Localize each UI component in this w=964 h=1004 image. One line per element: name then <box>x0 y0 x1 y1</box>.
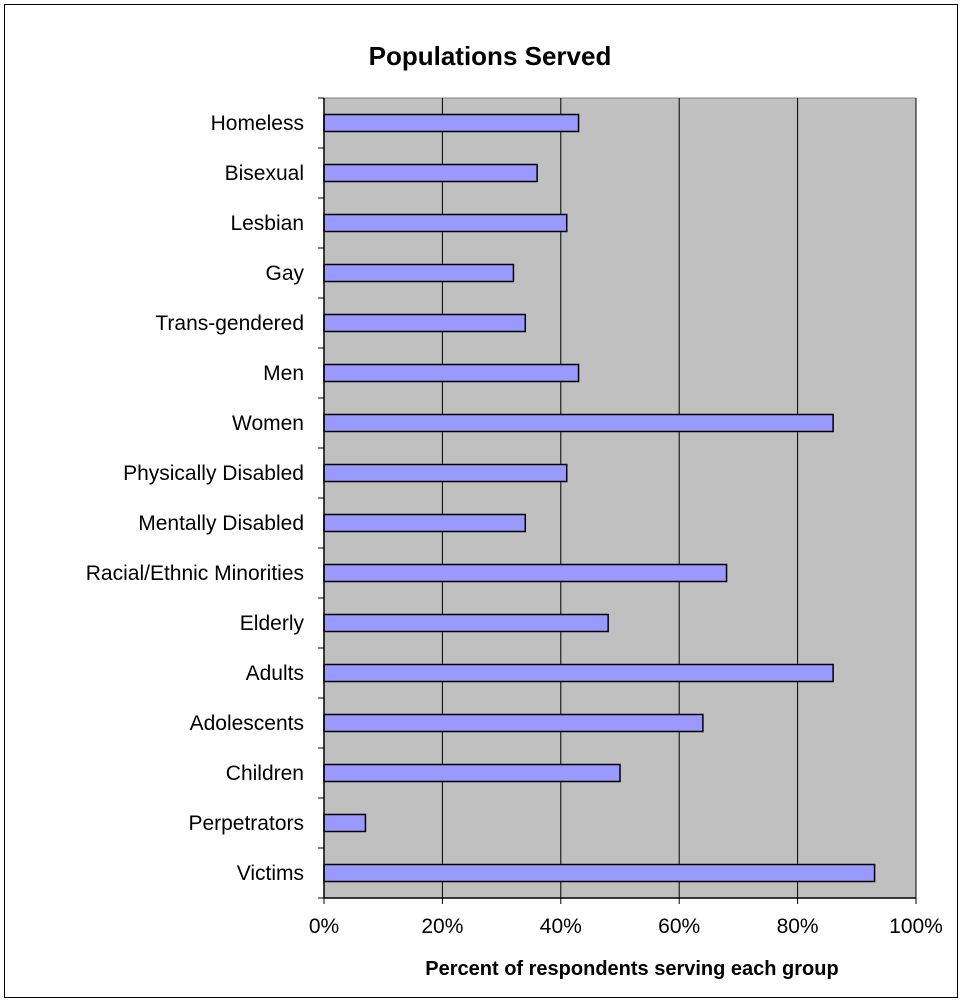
category-label: Perpetrators <box>188 812 304 835</box>
bar <box>323 263 515 283</box>
bar <box>323 313 527 333</box>
category-label: Gay <box>265 262 304 285</box>
category-label: Lesbian <box>230 212 304 235</box>
chart-title: Populations Served <box>369 41 612 71</box>
bar <box>323 513 527 533</box>
bar <box>323 813 367 833</box>
bar <box>323 863 876 883</box>
category-label: Homeless <box>211 112 304 135</box>
category-label: Elderly <box>240 612 305 635</box>
x-tick-label: 100% <box>889 915 943 938</box>
x-tick-label: 20% <box>421 915 463 938</box>
bar <box>323 663 834 683</box>
category-label: Victims <box>237 862 304 885</box>
bars <box>323 113 876 883</box>
category-label: Adolescents <box>190 712 304 735</box>
bar <box>323 213 568 233</box>
bar <box>323 763 621 783</box>
x-tick-label: 40% <box>540 915 582 938</box>
category-label: Physically Disabled <box>123 462 304 485</box>
category-label: Racial/Ethnic Minorities <box>86 562 304 585</box>
x-tick-label: 60% <box>658 915 700 938</box>
x-axis-label: Percent of respondents serving each grou… <box>425 958 838 980</box>
category-label: Children <box>226 762 304 785</box>
bar <box>323 563 728 583</box>
category-label: Trans-gendered <box>155 312 304 335</box>
bar <box>323 713 704 733</box>
category-label: Bisexual <box>225 162 304 185</box>
y-axis: Homeless Bisexual Lesbian Gay Trans-gendered… <box>86 97 325 899</box>
bar <box>323 413 834 433</box>
category-label: Men <box>263 362 304 385</box>
category-label: Women <box>232 412 304 435</box>
x-tick-label: 80% <box>777 915 819 938</box>
x-tick-label: 0% <box>309 915 339 938</box>
bar <box>323 113 580 133</box>
category-label: Adults <box>246 662 304 685</box>
bar <box>323 613 609 633</box>
bar <box>323 463 568 483</box>
bar <box>323 163 538 183</box>
x-axis: 0% 20% 40% 60% 80% 100% <box>309 897 943 938</box>
bar <box>323 363 580 383</box>
category-label: Mentally Disabled <box>138 512 304 535</box>
